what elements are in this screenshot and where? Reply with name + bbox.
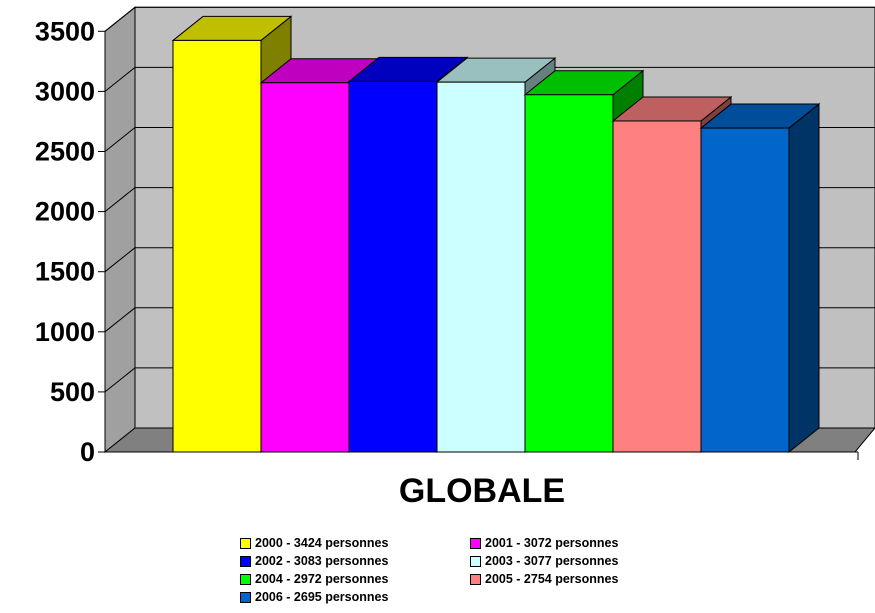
y-tick-label: 2500 — [35, 137, 95, 167]
bar-front — [348, 80, 438, 453]
bar-front — [260, 82, 350, 453]
bar-front — [436, 81, 526, 453]
legend-item: 2004 - 2972 personnes — [240, 571, 470, 587]
gridline-side — [104, 187, 136, 212]
legend-label: 2000 - 3424 personnes — [255, 536, 389, 550]
bar-7 — [699, 103, 821, 454]
y-axis-ticks: 0 500 1000 1500 2000 2500 3000 3500 — [35, 16, 105, 467]
legend-label: 2003 - 3077 personnes — [485, 554, 619, 568]
legend-swatch — [470, 555, 481, 567]
y-tick-label: 500 — [50, 377, 95, 407]
legend-item: 2001 - 3072 personnes — [470, 535, 670, 551]
gridline-side — [104, 247, 136, 273]
y-tick-label: 1000 — [35, 317, 95, 347]
gridline-side — [104, 67, 136, 92]
gridline-side — [104, 367, 136, 393]
legend-swatch — [470, 537, 481, 549]
legend-item: 2003 - 3077 personnes — [470, 553, 670, 569]
legend-item: 2006 - 2695 personnes — [240, 589, 470, 605]
legend-swatch — [240, 573, 251, 585]
bar-front — [172, 39, 262, 453]
bar-front — [612, 120, 702, 453]
legend-label: 2005 - 2754 personnes — [485, 572, 619, 586]
legend: 2000 - 3424 personnes 2001 - 3072 personn… — [240, 535, 670, 605]
bar-front — [700, 127, 790, 453]
legend-label: 2002 - 3083 personnes — [255, 554, 389, 568]
gridline-side — [104, 6, 136, 32]
legend-swatch — [240, 591, 251, 603]
y-tick-label: 2000 — [35, 197, 95, 227]
y-tick-label: 3000 — [35, 76, 95, 106]
bars — [171, 15, 821, 454]
side-wall — [104, 6, 136, 454]
legend-swatch — [470, 573, 481, 585]
legend-swatch — [240, 537, 251, 549]
legend-item: 2000 - 3424 personnes — [240, 535, 470, 551]
legend-label: 2006 - 2695 personnes — [255, 590, 389, 604]
legend-swatch — [240, 555, 251, 567]
legend-label: 2001 - 3072 personnes — [485, 536, 619, 550]
bar-side — [788, 103, 820, 454]
y-tick-label: 3500 — [35, 16, 95, 46]
y-tick-label: 0 — [80, 437, 95, 467]
bar-front — [524, 94, 614, 453]
legend-label: 2004 - 2972 personnes — [255, 572, 389, 586]
gridline-side — [104, 127, 136, 152]
x-category-label: GLOBALE — [399, 472, 565, 510]
gridline-side — [104, 307, 136, 333]
legend-item: 2005 - 2754 personnes — [470, 571, 670, 587]
y-tick-label: 1500 — [35, 257, 95, 287]
legend-item: 2002 - 3083 personnes — [240, 553, 470, 569]
